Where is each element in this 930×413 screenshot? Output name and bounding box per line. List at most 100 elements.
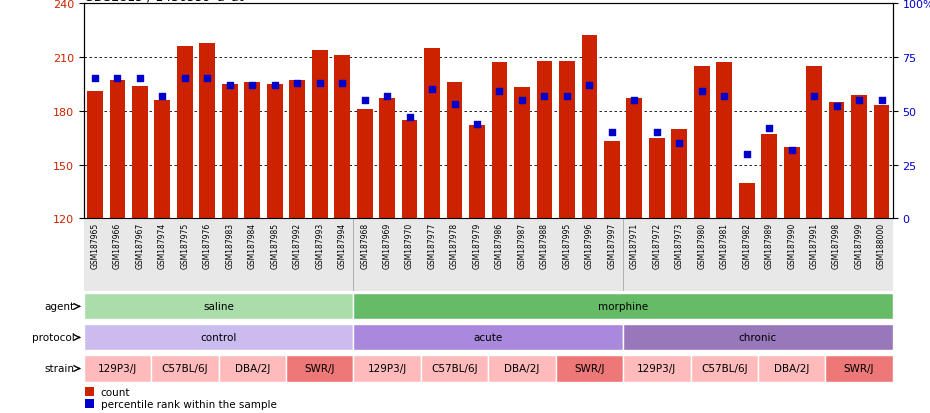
Point: [762, 126, 777, 132]
Bar: [690, 356, 758, 382]
Text: GSM187973: GSM187973: [675, 223, 684, 268]
Bar: [84, 294, 353, 320]
Point: [379, 93, 394, 100]
Text: GSM187987: GSM187987: [517, 223, 526, 268]
Text: C57BL/6J: C57BL/6J: [432, 363, 478, 374]
Point: [649, 130, 664, 136]
Bar: [514, 88, 530, 219]
Point: [582, 83, 597, 89]
Text: GSM187977: GSM187977: [428, 223, 436, 268]
Text: GSM187991: GSM187991: [810, 223, 818, 268]
Bar: [286, 356, 353, 382]
Bar: [424, 49, 440, 219]
Bar: [738, 183, 754, 219]
Bar: [623, 356, 690, 382]
Text: DBA/2J: DBA/2J: [234, 363, 270, 374]
Point: [335, 80, 350, 87]
Bar: [762, 135, 777, 219]
Point: [874, 97, 889, 104]
Text: 129P3/J: 129P3/J: [367, 363, 406, 374]
Bar: [492, 63, 508, 219]
Bar: [469, 126, 485, 219]
Bar: [110, 81, 126, 219]
Bar: [87, 92, 103, 219]
Text: GSM187971: GSM187971: [630, 223, 639, 268]
Text: C57BL/6J: C57BL/6J: [701, 363, 748, 374]
Point: [357, 97, 372, 104]
Point: [402, 115, 417, 121]
Text: saline: saline: [203, 301, 234, 312]
Text: GSM187981: GSM187981: [720, 223, 729, 268]
Bar: [199, 43, 215, 219]
Text: GSM187997: GSM187997: [607, 223, 617, 268]
Point: [671, 140, 686, 147]
Bar: [154, 101, 170, 219]
Text: GSM187982: GSM187982: [742, 223, 751, 268]
Text: morphine: morphine: [598, 301, 648, 312]
Text: GSM187996: GSM187996: [585, 223, 594, 268]
Text: GSM187979: GSM187979: [472, 223, 482, 268]
Bar: [784, 147, 800, 219]
Text: GSM187983: GSM187983: [225, 223, 234, 268]
Bar: [825, 356, 893, 382]
Bar: [267, 85, 283, 219]
Point: [784, 147, 799, 154]
Point: [267, 83, 282, 89]
Text: percentile rank within the sample: percentile rank within the sample: [100, 399, 276, 409]
Bar: [84, 356, 151, 382]
Text: GSM187975: GSM187975: [180, 223, 190, 268]
Bar: [219, 356, 286, 382]
Bar: [488, 356, 555, 382]
Point: [852, 97, 867, 104]
Bar: [353, 325, 623, 351]
Point: [245, 83, 259, 89]
Bar: [581, 36, 597, 219]
Point: [110, 76, 125, 83]
Text: protocol: protocol: [32, 332, 74, 343]
Text: GSM187998: GSM187998: [832, 223, 841, 268]
Text: SWR/J: SWR/J: [844, 363, 874, 374]
Point: [155, 93, 170, 100]
Text: GSM187985: GSM187985: [271, 223, 279, 268]
Point: [470, 121, 485, 128]
Text: GSM187974: GSM187974: [158, 223, 166, 268]
Text: GSM187988: GSM187988: [540, 223, 549, 268]
Text: DBA/2J: DBA/2J: [774, 363, 809, 374]
Bar: [151, 356, 219, 382]
Text: GSM187992: GSM187992: [293, 223, 301, 268]
Bar: [829, 102, 844, 219]
Text: chronic: chronic: [738, 332, 777, 343]
Bar: [604, 142, 619, 219]
Text: GSM187966: GSM187966: [113, 223, 122, 268]
Text: GSM187994: GSM187994: [338, 223, 347, 268]
Bar: [222, 85, 238, 219]
Text: GDS2815 / 1436559_a_at: GDS2815 / 1436559_a_at: [84, 0, 244, 3]
Text: GSM187965: GSM187965: [90, 223, 100, 268]
Text: GSM187999: GSM187999: [855, 223, 864, 268]
Bar: [758, 356, 825, 382]
Point: [514, 97, 529, 104]
Text: SWR/J: SWR/J: [574, 363, 604, 374]
Bar: [559, 62, 575, 219]
Text: strain: strain: [45, 363, 74, 374]
Bar: [289, 81, 305, 219]
Point: [447, 102, 462, 108]
Point: [806, 93, 821, 100]
Bar: [402, 121, 418, 219]
Text: GSM187970: GSM187970: [405, 223, 414, 268]
Bar: [312, 51, 327, 219]
Text: GSM187972: GSM187972: [652, 223, 661, 268]
Bar: [132, 86, 148, 219]
Point: [560, 93, 575, 100]
Bar: [420, 356, 488, 382]
Text: GSM187968: GSM187968: [360, 223, 369, 268]
Text: C57BL/6J: C57BL/6J: [162, 363, 208, 374]
Text: GSM188000: GSM188000: [877, 223, 886, 268]
Point: [425, 87, 440, 93]
Bar: [85, 399, 94, 408]
Point: [695, 89, 710, 95]
Point: [290, 80, 305, 87]
Bar: [357, 110, 373, 219]
Point: [830, 104, 844, 111]
Point: [132, 76, 147, 83]
